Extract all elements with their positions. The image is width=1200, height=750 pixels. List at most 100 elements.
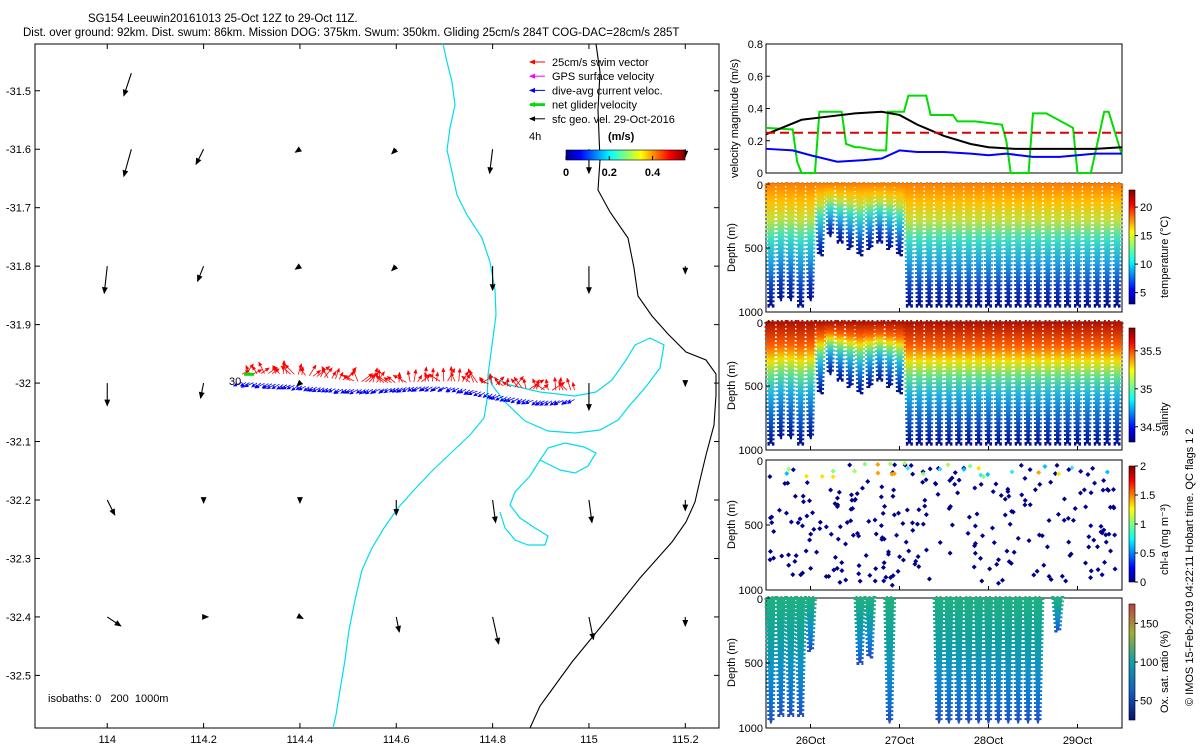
geo-vector-arrow bbox=[393, 500, 400, 517]
dive-avg-vector-head bbox=[342, 390, 348, 394]
chl-sample-point bbox=[785, 480, 791, 486]
profile-dive bbox=[1011, 320, 1025, 446]
dive-avg-vector-head bbox=[308, 388, 313, 392]
chl-sample-point bbox=[1009, 469, 1015, 475]
swim-vector-head bbox=[478, 379, 484, 384]
profile-dive bbox=[1031, 320, 1045, 446]
dive-avg-vector bbox=[458, 388, 467, 394]
swim-vector-head bbox=[494, 376, 499, 382]
chl-sample-point bbox=[767, 474, 773, 480]
chl-sample-point bbox=[854, 530, 860, 536]
chl-sample-point bbox=[795, 520, 801, 526]
chl-sample-point bbox=[1036, 470, 1042, 476]
profile-dive bbox=[784, 182, 798, 302]
dive-avg-vector-head bbox=[424, 388, 429, 392]
dive-avg-vector-head bbox=[539, 402, 544, 406]
chl-sample-point bbox=[847, 462, 853, 468]
profile-dive bbox=[952, 320, 966, 446]
dive-avg-vector-head bbox=[254, 384, 260, 389]
chl-sample-point bbox=[767, 548, 773, 554]
legend-colorbar-unit: (m/s) bbox=[608, 131, 635, 143]
profile-dive bbox=[1051, 596, 1065, 633]
depth-tick-label: 500 bbox=[745, 381, 763, 393]
chl-sample-point bbox=[832, 554, 838, 560]
legend-entry-label: sfc geo. vel. 29-Oct-2016 bbox=[552, 114, 675, 126]
profile-dive bbox=[902, 182, 916, 308]
swim-vector bbox=[309, 364, 317, 376]
profile-dive bbox=[1110, 182, 1124, 308]
geo-vector-arrow bbox=[122, 73, 132, 97]
chl-sample-point bbox=[961, 466, 967, 472]
glider-track bbox=[232, 359, 576, 406]
geo-vector-arrow bbox=[391, 264, 399, 272]
chl-sample-point bbox=[1086, 544, 1092, 550]
chl-sample-point bbox=[910, 471, 916, 477]
chl-sample-point bbox=[837, 524, 843, 530]
swim-vector-head bbox=[245, 364, 250, 370]
chl-sample-point bbox=[1103, 539, 1109, 545]
dive-avg-vector-head bbox=[467, 391, 473, 396]
chl-sample-point bbox=[1106, 531, 1112, 537]
chl-sample-point bbox=[937, 466, 943, 472]
swim-vector-head bbox=[553, 376, 558, 382]
profile-dive bbox=[863, 182, 877, 250]
profile-dive bbox=[823, 182, 837, 238]
swim-vector bbox=[383, 377, 392, 384]
figure-subtitle: Dist. over ground: 92km. Dist. swum: 86k… bbox=[23, 27, 680, 39]
swim-vector-head bbox=[325, 365, 331, 371]
profile-dive bbox=[1061, 320, 1075, 446]
chl-sample-point bbox=[952, 481, 958, 487]
chl-sample-point bbox=[895, 568, 901, 574]
chl-sample-point bbox=[965, 530, 971, 536]
chl-sample-point bbox=[880, 565, 886, 571]
chl-sample-point bbox=[832, 501, 838, 507]
swim-vector bbox=[501, 381, 512, 388]
geo-vector-arrow-head bbox=[395, 625, 401, 633]
chl-sample-point bbox=[1081, 487, 1087, 493]
profile-dive bbox=[873, 320, 887, 382]
dive-avg-vector-head bbox=[251, 383, 256, 388]
swim-vector bbox=[413, 368, 418, 383]
geo-vector-arrow-head bbox=[114, 620, 122, 627]
temperature-section-colorbar bbox=[1128, 189, 1136, 305]
chl-sample-point bbox=[808, 565, 814, 571]
chl-sample-point bbox=[994, 561, 1000, 567]
geo-vector-arrow bbox=[296, 497, 303, 505]
profile-dive bbox=[1051, 320, 1065, 446]
chl-sample-point bbox=[913, 558, 919, 564]
dive-avg-vector bbox=[266, 383, 276, 390]
chl-sample-point bbox=[889, 582, 895, 588]
dive-avg-vector-head bbox=[419, 387, 425, 392]
dive-avg-vector bbox=[355, 389, 362, 394]
chl-sample-point bbox=[804, 480, 810, 486]
geo-vector-arrow bbox=[106, 499, 116, 516]
dive-avg-vector bbox=[488, 394, 497, 400]
profile-dive bbox=[972, 320, 986, 446]
chl-sample-point bbox=[828, 531, 834, 537]
velocity-series-line bbox=[765, 110, 1123, 150]
legend-colorbar-ticks: 0 0.2 0.4 bbox=[563, 156, 661, 179]
chl-sample-point bbox=[1111, 505, 1117, 511]
chl-sample-point bbox=[891, 512, 897, 518]
profile-dive bbox=[942, 320, 956, 446]
swim-vector bbox=[297, 363, 303, 375]
legend-entry-arrow bbox=[528, 116, 545, 122]
chl-sample-point bbox=[947, 550, 953, 556]
dive-avg-vector bbox=[467, 390, 478, 396]
chl-sample-point bbox=[995, 580, 1001, 586]
colorbar-tick-label: 1 bbox=[1140, 519, 1146, 531]
swim-vector bbox=[468, 370, 478, 384]
swim-vector-head bbox=[418, 374, 423, 380]
swim-vector bbox=[417, 374, 423, 383]
profile-dive bbox=[843, 182, 857, 250]
swim-vector-head bbox=[339, 371, 344, 377]
legend-colorbar-tick-label: 0.4 bbox=[645, 167, 661, 179]
geo-vector-arrow-head bbox=[682, 619, 689, 627]
colorbar-tick-label: 20 bbox=[1140, 202, 1152, 214]
chl-sample-point bbox=[985, 472, 991, 478]
geo-vector-arrow-head bbox=[393, 509, 400, 517]
chl-sample-point bbox=[1098, 523, 1104, 529]
chl-sample-point bbox=[909, 520, 915, 526]
profile-dive bbox=[784, 596, 798, 717]
velocity-ylabel: velocity magnitude (m/s) bbox=[729, 59, 741, 178]
